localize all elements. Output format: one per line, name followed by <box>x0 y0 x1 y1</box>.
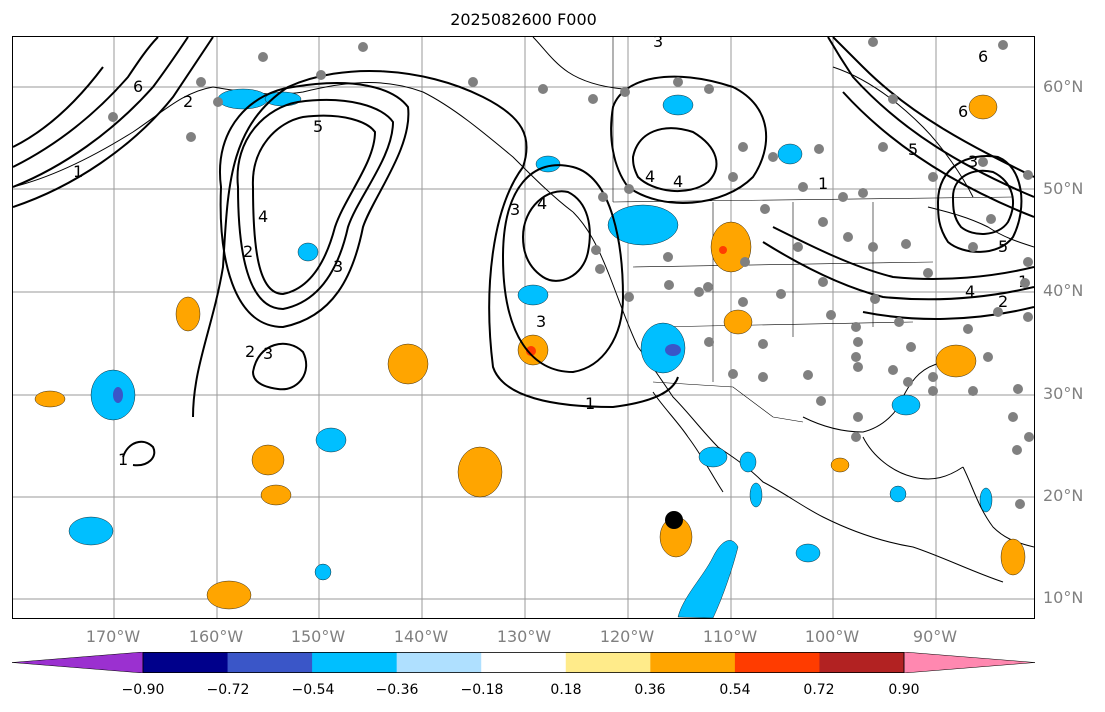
contour-label: 1 <box>118 450 128 469</box>
colorbar-tick-label: 0.72 <box>803 682 835 698</box>
colorbar-segment <box>565 652 651 673</box>
coastlines <box>13 37 1034 583</box>
colorbar-segment <box>396 652 482 673</box>
lon-label: 170°W <box>85 627 141 646</box>
lat-label: 30°N <box>1043 384 1084 403</box>
lon-label: 110°W <box>702 627 758 646</box>
contour-label: 2 <box>243 242 253 261</box>
lon-label: 130°W <box>496 627 552 646</box>
colorbar-tick-label: 0.54 <box>719 682 751 698</box>
contour-label: 1 <box>818 174 828 193</box>
contour-label: 2 <box>183 92 193 111</box>
contour-label: 3 <box>968 152 978 171</box>
contour-label: 4 <box>673 172 683 191</box>
colorbar-tick-label: −0.90 <box>121 682 165 698</box>
contour-label: 3 <box>653 37 663 51</box>
contour-label: 4 <box>645 167 655 186</box>
contour-label: 6 <box>133 77 143 96</box>
lat-label: 40°N <box>1043 281 1084 300</box>
contour-label: 5 <box>908 140 918 159</box>
contour-label: 5 <box>313 117 323 136</box>
colorbar-segments <box>12 652 1035 673</box>
map-canvas: 6 5 4 3 2 1 1 2 3 3 3 4 4 1 1 2 3 4 5 6 … <box>13 37 1034 618</box>
contour-label: 3 <box>263 344 273 363</box>
lon-label: 150°W <box>290 627 346 646</box>
contour-label: 3 <box>510 200 520 219</box>
colorbar-tick-label: 0.90 <box>888 682 920 698</box>
lon-label: 140°W <box>393 627 449 646</box>
contour-label: 4 <box>965 282 975 301</box>
station-markers <box>108 37 1034 509</box>
borders <box>612 37 1014 423</box>
contour-label-group: 6 5 4 3 2 1 1 2 3 3 3 4 4 1 1 2 3 4 5 6 … <box>73 37 1028 469</box>
contour-label: 6 <box>958 102 968 121</box>
colorbar-segment <box>312 652 398 673</box>
lat-label: 50°N <box>1043 179 1084 198</box>
lon-label: 160°W <box>188 627 244 646</box>
lon-label: 90°W <box>912 627 958 646</box>
lon-label: 120°W <box>599 627 655 646</box>
map-title: 2025082600 F000 <box>450 10 597 29</box>
lon-label: 100°W <box>804 627 860 646</box>
lat-label: 20°N <box>1043 486 1084 505</box>
colorbar-tick-label: −0.72 <box>206 682 250 698</box>
contour-label: 2 <box>998 292 1008 311</box>
strong-positive-fills <box>526 246 727 356</box>
contour-label: 3 <box>536 312 546 331</box>
colorbar-segment <box>650 652 736 673</box>
contour-label: 1 <box>585 394 595 413</box>
contour-label: 6 <box>978 47 988 66</box>
contour-label: 3 <box>333 257 343 276</box>
colorbar-tick-label: 0.36 <box>634 682 666 698</box>
colorbar-segment <box>481 652 567 673</box>
strong-negative-fills <box>113 344 681 403</box>
lat-label: 10°N <box>1043 588 1084 607</box>
colorbar-outline <box>142 652 905 673</box>
lat-label: 60°N <box>1043 77 1084 96</box>
colorbar-segment <box>903 652 1035 673</box>
colorbar-segment <box>819 652 905 673</box>
colorbar-segment <box>143 652 229 673</box>
negative-anomaly-fills <box>68 88 993 618</box>
contours <box>13 37 1034 467</box>
colorbar-segment <box>734 652 820 673</box>
colorbar-segment <box>12 652 144 673</box>
graticule <box>13 37 1034 618</box>
contour-label: 1 <box>73 162 83 181</box>
map-panel[interactable]: 6 5 4 3 2 1 1 2 3 3 3 4 4 1 1 2 3 4 5 6 … <box>12 36 1035 619</box>
contour-label: 4 <box>258 207 268 226</box>
colorbar-tick-label: 0.18 <box>550 682 582 698</box>
colorbar-segment <box>227 652 313 673</box>
colorbar-tick-label: −0.18 <box>460 682 504 698</box>
positive-anomaly-fills <box>34 94 1026 610</box>
contour-label: 2 <box>245 342 255 361</box>
storm-center-marker <box>665 511 683 529</box>
contour-label: 4 <box>537 194 547 213</box>
colorbar-tick-label: −0.36 <box>375 682 419 698</box>
colorbar-tick-label: −0.54 <box>291 682 335 698</box>
colorbar <box>12 652 1035 673</box>
contour-label: 5 <box>998 237 1008 256</box>
